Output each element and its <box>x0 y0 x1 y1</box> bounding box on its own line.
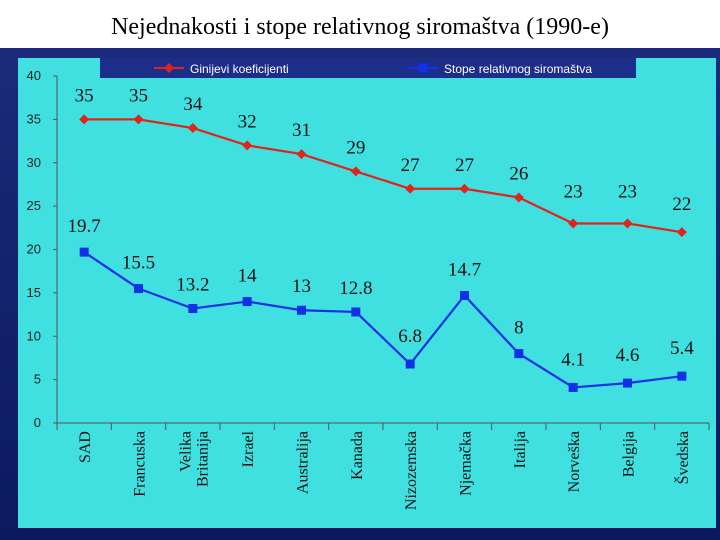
poverty-marker <box>568 382 578 392</box>
y-tick-label: 25 <box>27 198 41 213</box>
x-category-label: Velika <box>177 431 194 472</box>
gini-marker <box>187 123 198 134</box>
gini-marker <box>568 218 579 229</box>
gini-line <box>84 118 683 234</box>
poverty-marker <box>297 305 306 315</box>
legend-gini-label: Ginijevi koeficijenti <box>190 62 289 76</box>
x-category-label: Nizozemska <box>403 431 420 510</box>
gini-data-label: 23 <box>618 181 637 202</box>
x-category-label: Kanada <box>349 431 366 480</box>
gini-marker <box>405 183 416 194</box>
gini-marker <box>79 114 90 125</box>
chart-panel: 0 5 10 15 20 25 30 35 40 SAD Francuska Velika Britan… <box>18 58 716 528</box>
poverty-marker <box>405 359 415 369</box>
x-category-label: Belgija <box>621 431 638 477</box>
x-category-label: Italija <box>512 431 529 468</box>
y-tick-label: 10 <box>27 328 41 343</box>
poverty-marker <box>623 378 632 388</box>
y-tick-label: 35 <box>27 111 41 126</box>
plot-area <box>57 76 709 423</box>
gini-data-label: 35 <box>75 85 94 106</box>
y-tick-label: 20 <box>27 242 41 257</box>
x-category-label: Švedska <box>673 431 692 484</box>
gini-data-label: 22 <box>672 194 691 215</box>
gini-data-label: 35 <box>129 85 148 106</box>
poverty-data-label: 8 <box>514 318 524 339</box>
x-category-label: SAD <box>77 431 94 463</box>
gini-marker <box>296 149 307 160</box>
gini-data-label: 23 <box>564 181 583 202</box>
y-tick-label: 5 <box>34 372 41 387</box>
gini-data-label: 32 <box>238 111 257 132</box>
x-category-label: Australija <box>295 431 312 494</box>
gini-data-label: 29 <box>346 137 365 158</box>
poverty-marker <box>351 307 361 317</box>
poverty-data-label: 12.8 <box>339 278 372 299</box>
legend-box <box>100 58 636 78</box>
y-tick-label: 0 <box>34 415 41 430</box>
poverty-data-label: 15.5 <box>122 253 155 274</box>
poverty-line <box>83 251 682 389</box>
legend-gini-marker <box>164 63 174 73</box>
legend-poverty-label: Stope relativnog siromaštva <box>444 62 592 76</box>
gini-marker <box>133 114 144 125</box>
poverty-data-label: 4.1 <box>561 349 585 370</box>
poverty-data-label: 14 <box>238 266 258 287</box>
x-category-label: Francuska <box>132 431 149 497</box>
poverty-marker <box>242 297 252 307</box>
gini-data-label: 31 <box>292 120 311 141</box>
poverty-marker <box>460 290 469 300</box>
gini-data-label: 34 <box>183 94 203 115</box>
gini-data-label: 26 <box>509 163 528 184</box>
gini-data-label: 27 <box>455 155 474 176</box>
gini-marker <box>459 183 470 194</box>
poverty-marker <box>134 284 143 294</box>
slide-title: Nejednakosti i stope relativnog siromašt… <box>111 14 609 40</box>
poverty-data-label: 5.4 <box>670 338 694 359</box>
poverty-data-label: 13 <box>292 276 311 297</box>
gini-marker <box>242 140 253 151</box>
poverty-data-label: 14.7 <box>448 259 481 280</box>
x-category-label: Izrael <box>240 430 257 467</box>
poverty-marker <box>514 349 524 359</box>
legend-poverty-marker <box>418 63 428 73</box>
x-category-label: Njemačka <box>458 431 475 496</box>
gini-marker <box>513 192 524 203</box>
gini-marker <box>622 218 633 229</box>
poverty-marker <box>79 247 89 257</box>
poverty-marker <box>188 303 198 313</box>
poverty-marker <box>677 371 687 381</box>
x-category-label: Britanija <box>194 431 211 487</box>
poverty-data-label: 19.7 <box>68 216 101 237</box>
poverty-data-label: 6.8 <box>398 326 422 347</box>
line-chart: 0 5 10 15 20 25 30 35 40 SAD Francuska Velika Britan… <box>27 58 710 510</box>
gini-marker <box>350 166 361 177</box>
y-tick-label: 30 <box>27 155 41 170</box>
poverty-data-label: 4.6 <box>616 345 640 366</box>
gini-marker <box>676 227 687 238</box>
y-tick-label: 15 <box>27 285 41 300</box>
poverty-data-label: 13.2 <box>176 274 209 295</box>
gini-data-label: 27 <box>401 155 420 176</box>
x-category-label: Norveška <box>566 431 583 492</box>
y-tick-label: 40 <box>27 68 41 83</box>
